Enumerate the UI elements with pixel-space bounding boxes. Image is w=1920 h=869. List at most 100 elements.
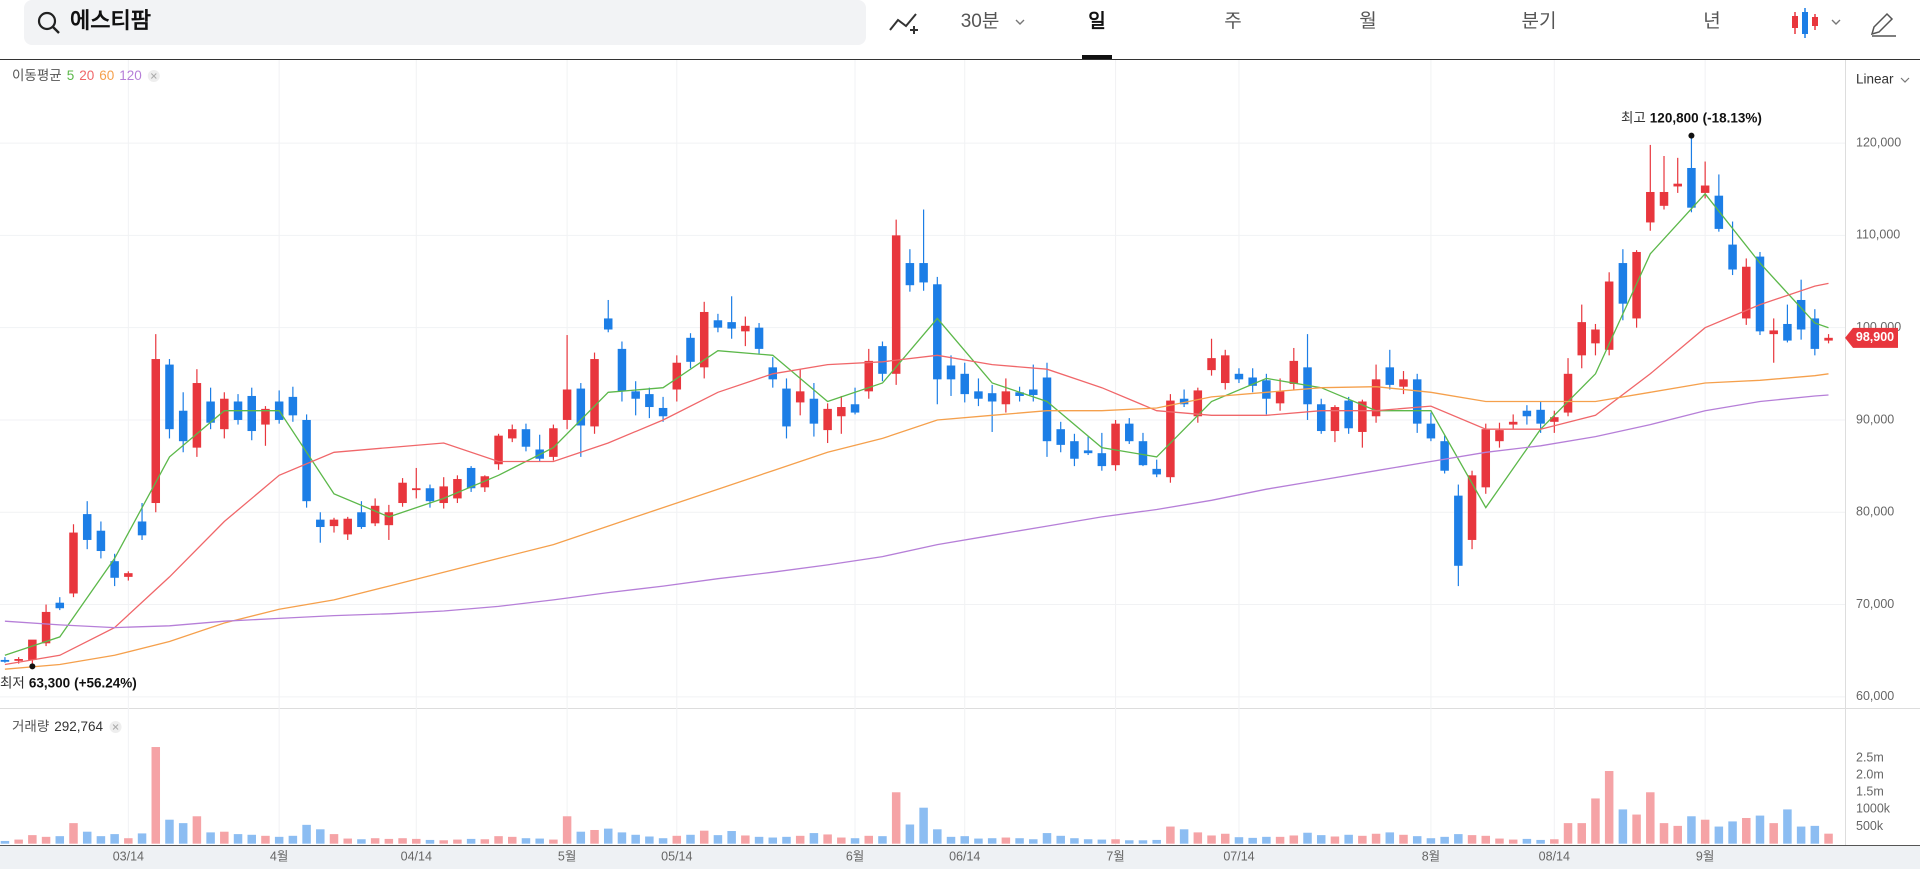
period-tab[interactable]: 년 — [1703, 10, 1720, 32]
volume-bar — [151, 747, 161, 844]
volume-tick-label: 500k — [1856, 819, 1884, 833]
volume-bar — [658, 838, 668, 844]
ma-legend: 이동평균 5 20 60 120 — [12, 68, 142, 83]
candle-body — [631, 391, 640, 399]
candle-body — [1563, 373, 1573, 413]
volume-bar — [233, 834, 243, 844]
interval-button[interactable]: 30분 — [961, 11, 1000, 32]
volume-bar — [837, 837, 846, 844]
candle-body — [1467, 475, 1477, 540]
scale-chevron[interactable] — [1900, 77, 1910, 83]
volume-bar — [699, 830, 709, 844]
volume-bar — [1179, 829, 1189, 844]
volume-bar — [425, 839, 435, 844]
candle-body — [1070, 441, 1079, 459]
candle-body — [1358, 401, 1367, 432]
candle-body — [713, 320, 723, 328]
volume-bar — [741, 835, 750, 844]
candle-body — [891, 235, 901, 374]
volume-bar — [69, 823, 78, 844]
moving-average-line — [4, 192, 1829, 656]
candle-body — [1220, 355, 1230, 384]
candle-body — [1454, 495, 1463, 566]
scale-mode[interactable]: Linear — [1856, 72, 1894, 87]
candle-body — [521, 429, 531, 447]
candle-body — [247, 395, 256, 432]
volume-bar — [1550, 839, 1559, 844]
candle-body — [357, 512, 366, 528]
volume-bar — [795, 835, 805, 844]
candle-body — [617, 348, 627, 392]
volume-bar — [357, 839, 366, 844]
volume-bar — [645, 836, 654, 844]
candle-body — [1056, 429, 1065, 445]
volume-bar — [192, 816, 202, 844]
x-tick-label: 08/14 — [1539, 849, 1570, 863]
ma-legend-entry: 60 — [99, 68, 114, 83]
volume-bar — [1700, 819, 1710, 844]
y-tick-label: 110,000 — [1856, 228, 1900, 242]
candle-body — [384, 512, 394, 526]
candle-body — [329, 519, 339, 527]
candle-body — [809, 398, 819, 424]
volume-bar — [1399, 834, 1408, 844]
volume-bar — [1344, 834, 1353, 844]
candle-body — [1111, 423, 1120, 466]
candle-body — [727, 322, 736, 329]
candle-body — [453, 479, 462, 499]
candle-body — [1330, 407, 1340, 432]
candle-body — [28, 639, 37, 660]
candle-body — [850, 404, 860, 413]
x-tick-label: 6월 — [846, 849, 864, 863]
x-tick-label: 03/14 — [113, 849, 144, 863]
volume-bar — [617, 832, 627, 844]
volume-bar — [933, 829, 942, 844]
chart-type-chevron[interactable] — [1831, 19, 1841, 25]
candle-body — [1248, 377, 1257, 386]
volume-bar — [1138, 840, 1148, 844]
candle-body — [795, 391, 805, 403]
candle-body — [1714, 195, 1724, 229]
volume-bar — [1481, 835, 1491, 844]
x-tick-label: 9월 — [1696, 849, 1714, 863]
period-tab[interactable]: 분기 — [1522, 10, 1557, 32]
chart-type-icon — [1812, 17, 1818, 26]
volume-bar — [178, 823, 188, 844]
indicator-icon[interactable] — [889, 13, 917, 31]
volume-bar — [1536, 839, 1545, 844]
y-tick-label: 70,000 — [1856, 597, 1894, 611]
interval-chevron[interactable] — [1015, 19, 1025, 25]
period-tab[interactable]: 월 — [1359, 10, 1376, 32]
period-tab[interactable]: 주 — [1224, 11, 1241, 32]
search-query: 에스티팜 — [70, 8, 151, 33]
volume-bar — [494, 836, 503, 844]
moving-average-line — [4, 394, 1829, 629]
selected-tab-underline — [1082, 55, 1112, 59]
ma-legend-entry: 120 — [119, 68, 142, 83]
volume-bar — [1083, 839, 1093, 844]
volume-bar — [960, 836, 969, 844]
candle-body — [1399, 379, 1408, 387]
x-tick-label: 07/14 — [1223, 849, 1254, 863]
extreme-value: 63,300 — [29, 675, 70, 690]
candle-body — [1673, 183, 1682, 187]
volume-bar — [1769, 823, 1778, 844]
volume-bar — [782, 836, 791, 844]
candle-body — [55, 602, 65, 609]
candle-body — [508, 429, 517, 439]
candle-body — [1042, 377, 1052, 442]
period-tab[interactable]: 일 — [1088, 10, 1105, 32]
candle-body — [1207, 358, 1216, 371]
candle-body — [1440, 441, 1449, 471]
volume-bar — [809, 833, 819, 844]
x-tick-label: 04/14 — [401, 849, 432, 863]
draw-tool-icon[interactable] — [1870, 12, 1896, 37]
grid: 03/14 4월 04/14 5월 05/14 6월 06/14 7월 07/14 8월 08/14… — [0, 60, 1901, 863]
search-box[interactable] — [24, 0, 866, 45]
candle-body — [823, 408, 832, 431]
candle-body — [69, 532, 78, 594]
y-tick-label: 60,000 — [1856, 689, 1894, 703]
volume-bar — [1563, 823, 1573, 844]
candle-body — [1550, 417, 1559, 422]
volume-bar — [1824, 833, 1833, 844]
